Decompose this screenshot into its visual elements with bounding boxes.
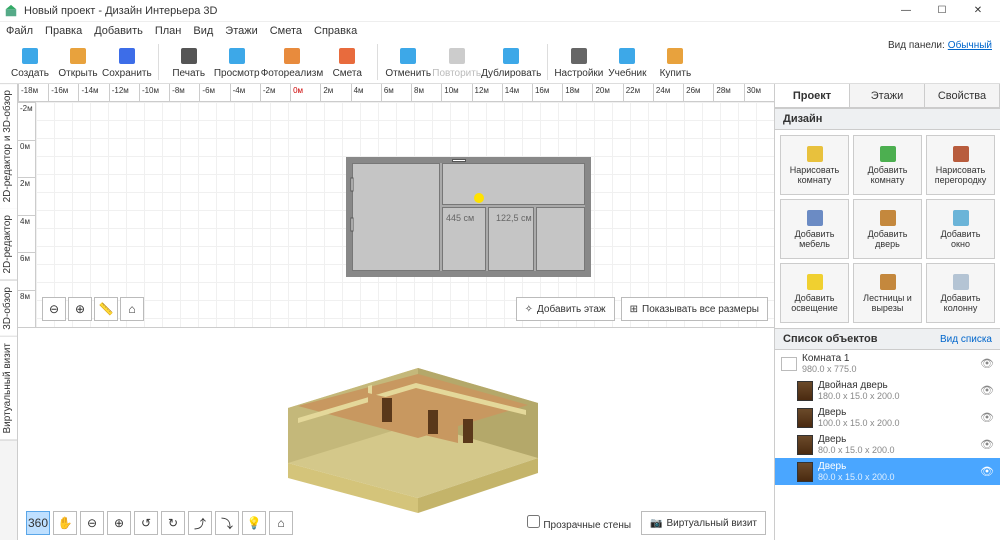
view-list-link[interactable]: Вид списка [940, 334, 992, 345]
left-tabs: 2D-редактор и 3D-обзор2D-редактор3D-обзо… [0, 84, 18, 540]
preview-button[interactable]: Просмотр [213, 42, 261, 82]
add-light-button[interactable]: Добавитьосвещение [780, 263, 849, 323]
tutorial-button[interactable]: Учебник [603, 42, 651, 82]
objects-header: Список объектов Вид списка [775, 328, 1000, 350]
title-bar: Новый проект - Дизайн Интерьера 3D — ☐ ✕ [0, 0, 1000, 22]
pan-button[interactable]: ✋ [53, 511, 77, 535]
plan-3d-view[interactable]: 360 ✋ ⊖ ⊕ ↺ ↻ ⤴ ⤵ 💡 ⌂ Прозрачные стены 📷… [18, 327, 774, 540]
buy-button[interactable]: Купить [651, 42, 699, 82]
zoom-in-3d[interactable]: ⊕ [107, 511, 131, 535]
menu-Вид[interactable]: Вид [193, 25, 213, 37]
photoreal-button[interactable]: Фотореализм [261, 42, 324, 82]
print-button[interactable]: Печать [165, 42, 213, 82]
object-row-2[interactable]: Дверь100.0 x 15.0 x 200.0👁 [775, 404, 1000, 431]
home-button[interactable]: ⌂ [120, 297, 144, 321]
visibility-icon[interactable]: 👁 [980, 465, 994, 478]
estimate-button[interactable]: Смета [323, 42, 371, 82]
object-row-3[interactable]: Дверь80.0 x 15.0 x 200.0👁 [775, 431, 1000, 458]
virtual-visit-button[interactable]: 📷Виртуальный визит [641, 511, 766, 535]
settings-button[interactable]: Настройки [554, 42, 603, 82]
h-ruler: -18м-16м-14м-12м-10м-8м-6м-4м-2м0м2м4м6м… [18, 84, 774, 102]
rotate-right[interactable]: ↻ [161, 511, 185, 535]
right-tab-0[interactable]: Проект [775, 84, 850, 107]
right-tab-2[interactable]: Свойства [925, 84, 1000, 107]
left-tab-0[interactable]: 2D-редактор и 3D-обзор [0, 84, 17, 209]
left-tab-3[interactable]: Виртуальный визит [0, 337, 17, 441]
create-button[interactable]: Создать [6, 42, 54, 82]
tilt-down[interactable]: ⤵ [215, 511, 239, 535]
save-button[interactable]: Сохранить [102, 42, 152, 82]
object-list: Комната 1980.0 x 775.0👁Двойная дверь180.… [775, 350, 1000, 540]
plan-2d-canvas[interactable]: 445 см 122,5 см ⊖ ⊕ 📏 ⌂ ✧Добавить этаж ⊞… [36, 102, 774, 327]
add-window-button[interactable]: Добавитьокно [926, 199, 995, 259]
minimize-button[interactable]: — [888, 1, 924, 21]
orbit-button[interactable]: 360 [26, 511, 50, 535]
menu-Смета[interactable]: Смета [270, 25, 302, 37]
visibility-icon[interactable]: 👁 [980, 438, 994, 451]
menu-План[interactable]: План [155, 25, 182, 37]
add-floor-button[interactable]: ✧Добавить этаж [516, 297, 615, 321]
transparent-walls-check[interactable]: Прозрачные стены [527, 515, 631, 531]
home-3d[interactable]: ⌂ [269, 511, 293, 535]
duplicate-button[interactable]: Дублировать [481, 42, 541, 82]
add-column-button[interactable]: Добавитьколонну [926, 263, 995, 323]
zoom-in-button[interactable]: ⊕ [68, 297, 92, 321]
panel-mode-link[interactable]: Обычный [948, 40, 992, 51]
window-title: Новый проект - Дизайн Интерьера 3D [24, 5, 888, 17]
maximize-button[interactable]: ☐ [924, 1, 960, 21]
undo-button[interactable]: Отменить [384, 42, 432, 82]
plan3d-toolbar: 360 ✋ ⊖ ⊕ ↺ ↻ ⤴ ⤵ 💡 ⌂ [26, 511, 293, 535]
v-ruler: -2м0м2м4м6м8м [18, 102, 36, 327]
show-dims-button[interactable]: ⊞Показывать все размеры [621, 297, 768, 321]
menu-Правка[interactable]: Правка [45, 25, 82, 37]
object-row-4[interactable]: Дверь80.0 x 15.0 x 200.0👁 [775, 458, 1000, 485]
left-tab-1[interactable]: 2D-редактор [0, 209, 17, 281]
design-header: Дизайн [775, 108, 1000, 130]
main-toolbar: Вид панели:Обычный СоздатьОткрытьСохрани… [0, 40, 1000, 84]
rotate-left[interactable]: ↺ [134, 511, 158, 535]
open-button[interactable]: Открыть [54, 42, 102, 82]
menu-Этажи[interactable]: Этажи [225, 25, 257, 37]
add-door-button[interactable]: Добавитьдверь [853, 199, 922, 259]
add-furniture-button[interactable]: Добавитьмебель [780, 199, 849, 259]
draw-wall-button[interactable]: Нарисоватьперегородку [926, 135, 995, 195]
object-row-0[interactable]: Комната 1980.0 x 775.0👁 [775, 350, 1000, 377]
visibility-icon[interactable]: 👁 [980, 357, 994, 370]
plan2d-toolbar: ⊖ ⊕ 📏 ⌂ [42, 297, 144, 321]
design-grid: НарисоватькомнатуДобавитькомнатуНарисова… [775, 130, 1000, 328]
redo-button[interactable]: Повторить [432, 42, 481, 82]
object-row-1[interactable]: Двойная дверь180.0 x 15.0 x 200.0👁 [775, 377, 1000, 404]
close-button[interactable]: ✕ [960, 1, 996, 21]
light-button[interactable]: 💡 [242, 511, 266, 535]
add-room-button[interactable]: Добавитькомнату [853, 135, 922, 195]
measure-button[interactable]: 📏 [94, 297, 118, 321]
zoom-out-button[interactable]: ⊖ [42, 297, 66, 321]
zoom-out-3d[interactable]: ⊖ [80, 511, 104, 535]
menu-Справка[interactable]: Справка [314, 25, 357, 37]
app-icon [4, 4, 18, 18]
right-tabs: ПроектЭтажиСвойства [775, 84, 1000, 108]
stairs-button[interactable]: Лестницы ивырезы [853, 263, 922, 323]
draw-room-button[interactable]: Нарисоватькомнату [780, 135, 849, 195]
left-tab-2[interactable]: 3D-обзор [0, 281, 17, 337]
visibility-icon[interactable]: 👁 [980, 384, 994, 397]
menu-Добавить[interactable]: Добавить [94, 25, 143, 37]
right-panel: ПроектЭтажиСвойства Дизайн Нарисоватьком… [774, 84, 1000, 540]
right-tab-1[interactable]: Этажи [850, 84, 925, 107]
panel-mode: Вид панели:Обычный [888, 40, 992, 51]
visibility-icon[interactable]: 👁 [980, 411, 994, 424]
menu-Файл[interactable]: Файл [6, 25, 33, 37]
menu-bar: Файл Правка Добавить План Вид Этажи Смета Справ… [0, 22, 1000, 40]
tilt-up[interactable]: ⤴ [188, 511, 212, 535]
